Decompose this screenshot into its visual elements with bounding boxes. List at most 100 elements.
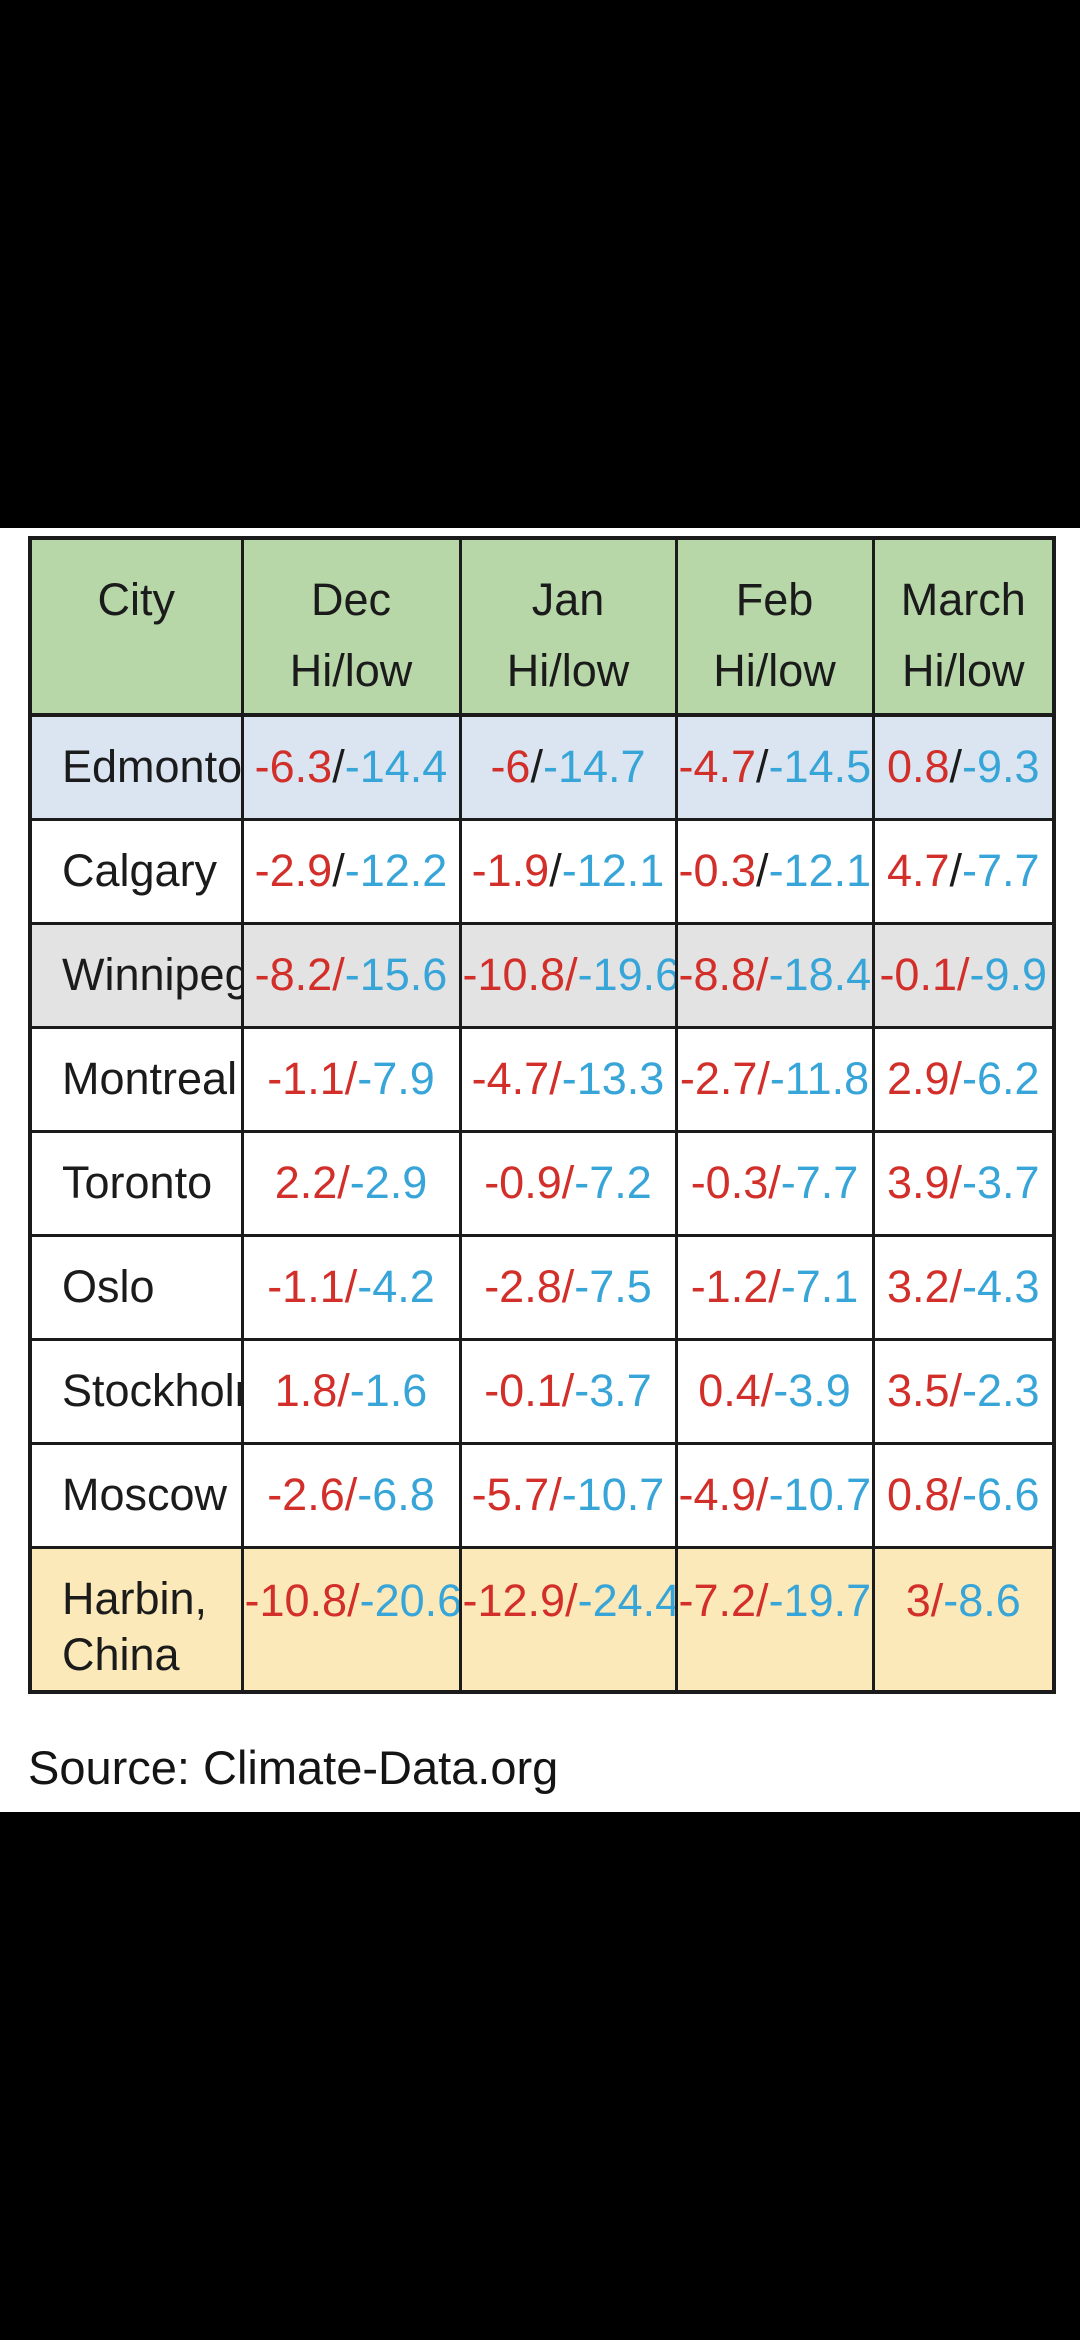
low-value: -3.9	[773, 1365, 851, 1416]
low-value: -3.7	[962, 1157, 1040, 1208]
separator: /	[565, 949, 578, 1000]
temp-cell: 0.8/-6.6	[871, 1441, 1056, 1549]
temp-cell: -1.1/-7.9	[240, 1025, 462, 1133]
hi-value: -0.3	[678, 845, 757, 896]
hi-value: 3	[905, 1574, 931, 1626]
low-value: -12.1	[561, 845, 665, 896]
temp-cell: -0.9/-7.2	[458, 1129, 678, 1237]
separator: /	[956, 949, 970, 1000]
header-label: City	[97, 574, 176, 625]
hi-value: -1.9	[471, 845, 550, 896]
header-cell-jan: Jan Hi/low	[458, 536, 678, 717]
low-value: -7.7	[780, 1157, 859, 1208]
low-value: -14.4	[344, 741, 448, 793]
table-row-edmonton: Edmonton -6.3/-14.4 -6/-14.7 -4.7/-14.5 …	[28, 713, 1056, 821]
temp-cell: -0.3/-12.1	[674, 817, 875, 925]
table-row-oslo: Oslo -1.1/-4.2 -2.8/-7.5 -1.2/-7.1 3.2/-…	[28, 1233, 1056, 1341]
separator: /	[930, 1574, 944, 1626]
hi-value: -10.8	[462, 949, 566, 1000]
temp-cell: -4.9/-10.7	[674, 1441, 875, 1549]
image-content-area: City Dec Hi/low Jan Hi/low Feb Hi/low	[0, 528, 1080, 1812]
hi-value: -5.7	[471, 1469, 550, 1520]
header-cell-feb: Feb Hi/low	[674, 536, 875, 717]
separator: /	[347, 1574, 360, 1626]
low-value: -10.7	[561, 1469, 665, 1520]
hi-value: -6	[490, 741, 531, 793]
temp-cell: 3.5/-2.3	[871, 1337, 1056, 1445]
separator: /	[756, 741, 769, 793]
low-value: -6.6	[962, 1469, 1040, 1520]
separator: /	[949, 1469, 963, 1520]
low-value: -6.2	[962, 1053, 1040, 1104]
temp-cell: 0.4/-3.9	[674, 1337, 875, 1445]
city-cell: Stockholm	[28, 1337, 244, 1445]
separator: /	[756, 1469, 769, 1520]
separator: /	[332, 949, 345, 1000]
temp-cell: -2.6/-6.8	[240, 1441, 462, 1549]
hi-value: -0.3	[690, 1157, 769, 1208]
temp-cell: -6/-14.7	[458, 713, 678, 821]
separator: /	[561, 1261, 575, 1312]
low-value: -11.8	[769, 1053, 870, 1104]
temp-cell: 3.9/-3.7	[871, 1129, 1056, 1237]
separator: /	[337, 1157, 350, 1208]
hi-value: -0.1	[879, 949, 957, 1000]
temp-cell: -10.8/-20.6	[240, 1545, 462, 1694]
temp-cell: -8.2/-15.6	[240, 921, 462, 1029]
city-cell: Calgary	[28, 817, 244, 925]
low-value: -14.5	[768, 741, 872, 793]
separator: /	[949, 741, 963, 793]
separator: /	[332, 845, 345, 896]
city-cell: Oslo	[28, 1233, 244, 1341]
low-value: -12.2	[344, 845, 448, 896]
temp-cell: -2.8/-7.5	[458, 1233, 678, 1341]
hi-value: -2.7	[679, 1053, 758, 1104]
hi-value: -1.2	[690, 1261, 769, 1312]
header-cell-march: March Hi/low	[871, 536, 1056, 717]
separator: /	[565, 1574, 578, 1626]
temp-cell: 3/-8.6	[871, 1545, 1056, 1694]
hi-value: -10.8	[244, 1574, 348, 1626]
table-row-toronto: Toronto 2.2/-2.9 -0.9/-7.2 -0.3/-7.7 3.9…	[28, 1129, 1056, 1237]
low-value: -9.3	[962, 741, 1040, 793]
hi-value: -2.9	[254, 845, 333, 896]
hi-value: -12.9	[462, 1574, 566, 1626]
separator: /	[332, 741, 345, 793]
separator: /	[344, 1261, 358, 1312]
low-value: -18.4	[768, 949, 872, 1000]
hi-value: -6.3	[254, 741, 333, 793]
hi-value: -2.8	[484, 1261, 562, 1312]
table-row-moscow: Moscow -2.6/-6.8 -5.7/-10.7 -4.9/-10.7 0…	[28, 1441, 1056, 1549]
separator: /	[949, 1053, 963, 1104]
city-cell: Harbin, China	[28, 1545, 244, 1694]
hi-value: -4.9	[678, 1469, 757, 1520]
hi-value: 2.2	[274, 1157, 338, 1208]
low-value: -6.8	[357, 1469, 435, 1520]
temp-cell: -7.2/-19.7	[674, 1545, 875, 1694]
hi-value: 0.8	[886, 1469, 950, 1520]
temp-cell: -4.7/-13.3	[458, 1025, 678, 1133]
hi-value: 4.7	[886, 845, 950, 896]
temp-cell: -8.8/-18.4	[674, 921, 875, 1029]
table-row-stockholm: Stockholm 1.8/-1.6 -0.1/-3.7 0.4/-3.9 3.…	[28, 1337, 1056, 1445]
table-row-winnipeg: Winnipeg -8.2/-15.6 -10.8/-19.6 -8.8/-18…	[28, 921, 1056, 1029]
separator: /	[561, 1157, 575, 1208]
separator: /	[344, 1053, 358, 1104]
separator: /	[549, 1053, 562, 1104]
hi-value: -0.1	[484, 1365, 562, 1416]
temperature-table: City Dec Hi/low Jan Hi/low Feb Hi/low	[28, 536, 1056, 1694]
temp-cell: 3.2/-4.3	[871, 1233, 1056, 1341]
low-value: -7.1	[780, 1261, 859, 1312]
low-value: -7.2	[574, 1157, 652, 1208]
low-value: -12.1	[768, 845, 872, 896]
low-value: -7.5	[574, 1261, 652, 1312]
low-value: -7.9	[357, 1053, 435, 1104]
header-label: Dec	[310, 574, 392, 625]
temp-cell: -2.7/-11.8	[674, 1025, 875, 1133]
separator: /	[549, 1469, 562, 1520]
temp-cell: 2.2/-2.9	[240, 1129, 462, 1237]
low-value: -24.4	[577, 1574, 676, 1626]
low-value: -15.6	[344, 949, 448, 1000]
hi-value: -1.1	[267, 1261, 345, 1312]
